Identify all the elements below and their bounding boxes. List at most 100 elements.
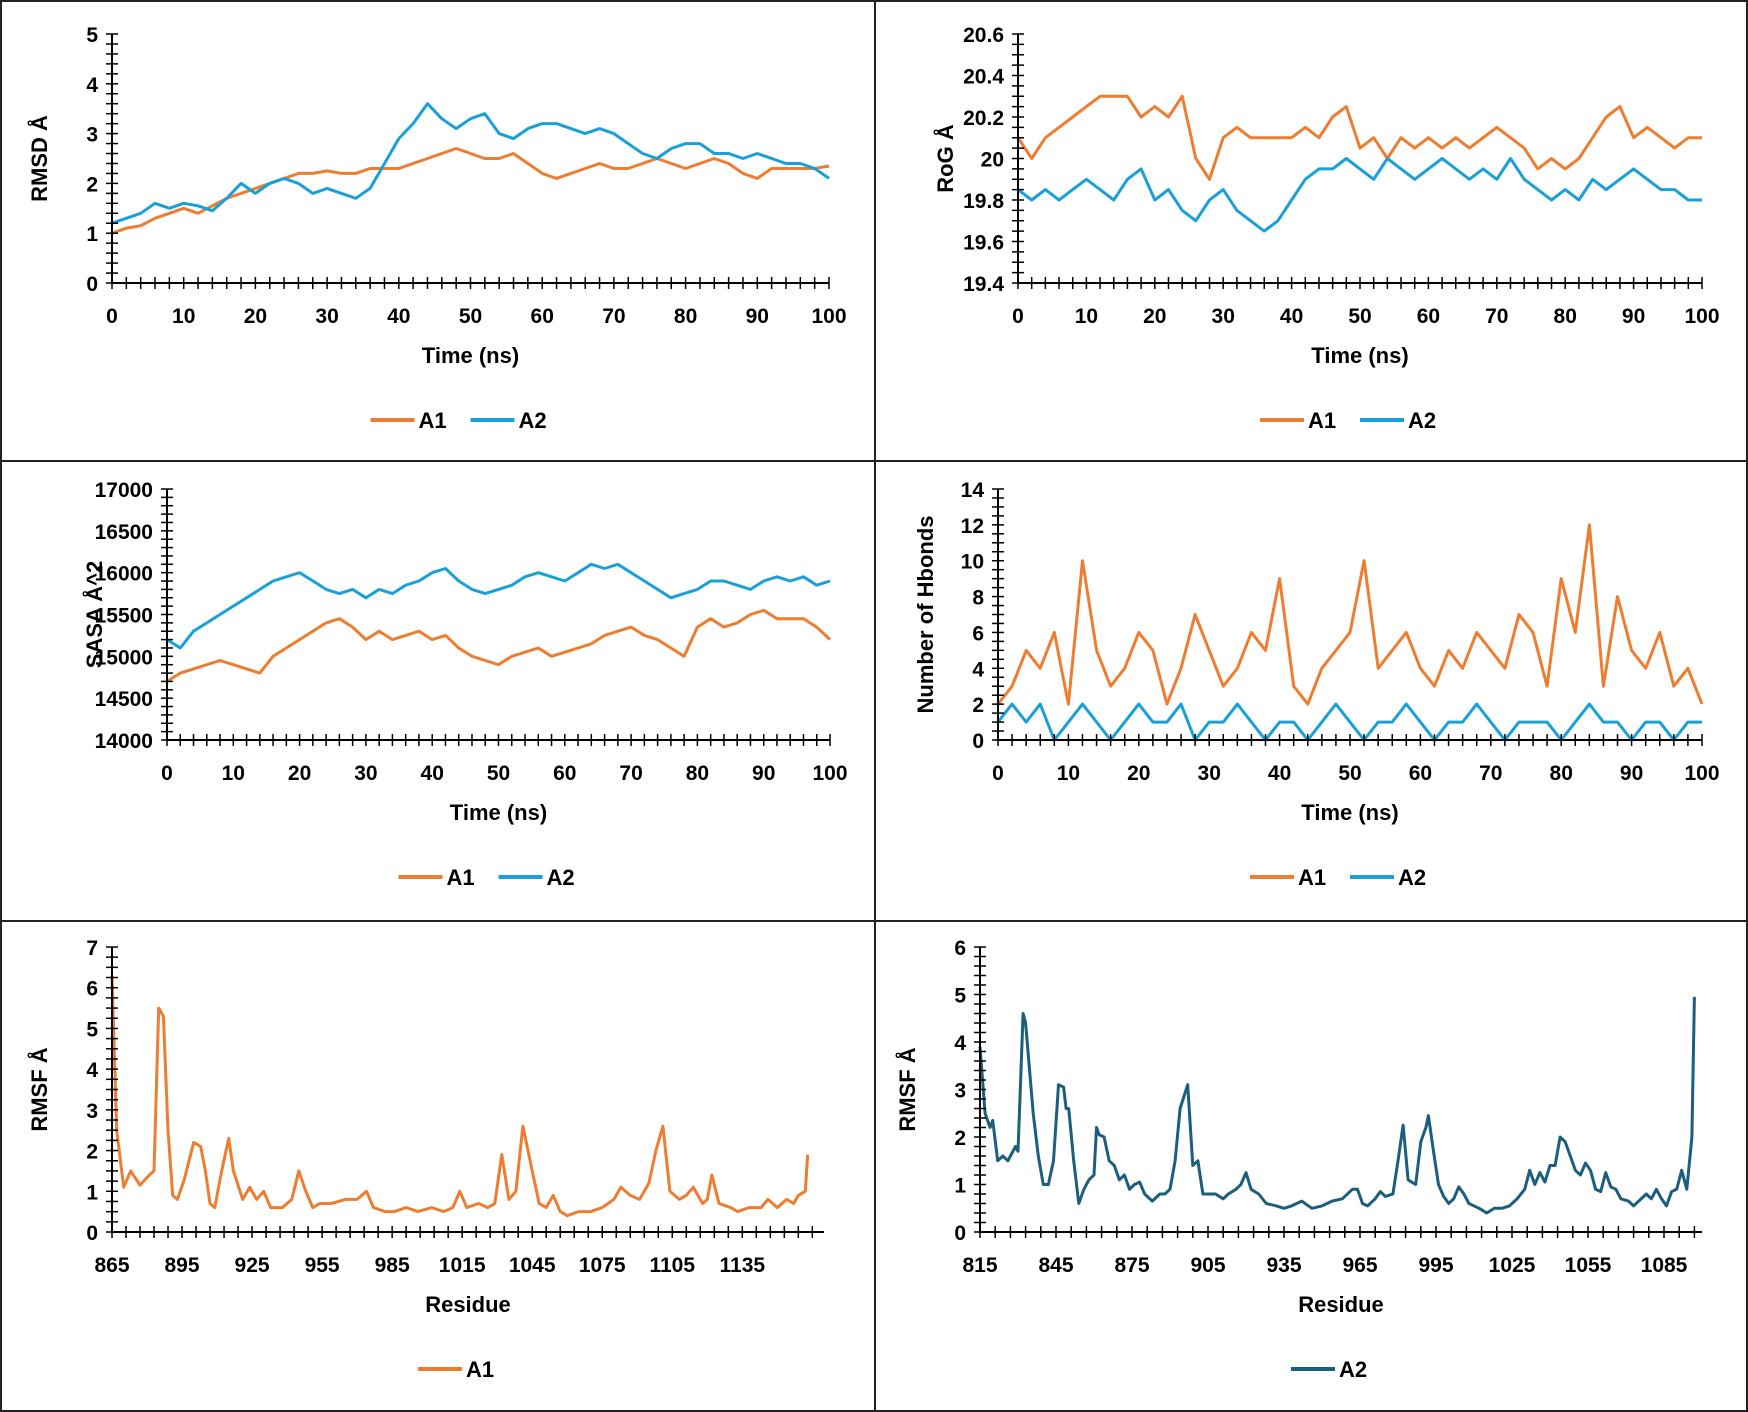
- x-tick-label: 90: [746, 305, 769, 328]
- x-tick-label: 60: [531, 305, 554, 328]
- y-axis-label: Number of Hbonds: [913, 516, 938, 714]
- y-tick-label: 0: [954, 1222, 966, 1245]
- panel-hbonds: 0 2 4 6 8 10 12 14 0 10 20 30 40 50 60 70 80 90 100 Time (n…: [874, 460, 1748, 922]
- x-tick-label: 955: [305, 1254, 340, 1277]
- y-axis-label: SASA Å^2: [81, 561, 107, 668]
- y-tick-label: 1: [86, 223, 98, 246]
- x-tick-label: 100: [812, 762, 847, 785]
- x-tick-label: 70: [1485, 305, 1508, 328]
- y-tick-label: 5: [86, 24, 98, 47]
- x-tick-label: 50: [487, 762, 510, 785]
- series-line-a2: [1017, 157, 1702, 233]
- y-tick-label: 16000: [95, 563, 153, 586]
- y-tick-label: 2: [954, 1127, 966, 1150]
- x-axis-label: Time (ns): [422, 343, 519, 368]
- legend-label-a1: A1: [1308, 408, 1336, 433]
- x-tick-label: 60: [1409, 762, 1432, 785]
- x-tick-label: 90: [752, 762, 775, 785]
- x-axis-label: Residue: [1298, 1292, 1384, 1317]
- x-tick-label: 50: [1348, 305, 1371, 328]
- series-line-a1: [111, 147, 830, 235]
- legend-label-a2: A2: [519, 408, 547, 433]
- chart-rog: 19.4 19.6 19.8 20 20.2 20.4 20.6 0 10 20 30 40 50 60 7…: [932, 24, 1720, 433]
- y-axis-label: RMSF Å: [26, 1047, 52, 1131]
- x-tick-label: 20: [1143, 305, 1166, 328]
- y-tick-label: 4: [86, 1059, 98, 1082]
- x-axis-label: Time (ns): [1311, 343, 1408, 368]
- x-tick-label: 40: [387, 305, 410, 328]
- legend-label-a1: A1: [419, 408, 447, 433]
- y-tick-label: 0: [972, 730, 984, 753]
- legend-label-a2: A2: [1398, 865, 1426, 890]
- x-tick-label: 865: [94, 1254, 129, 1277]
- series-line-a1: [110, 975, 810, 1218]
- y-tick-label: 20.2: [963, 107, 1004, 130]
- y-tick-label: 15500: [95, 605, 153, 628]
- x-tick-label: 905: [1190, 1254, 1225, 1277]
- x-tick-label: 70: [1479, 762, 1502, 785]
- x-tick-label: 70: [602, 305, 625, 328]
- x-tick-label: 875: [1114, 1254, 1149, 1277]
- y-tick-label: 3: [86, 1100, 98, 1123]
- y-axis-label: RMSF Å: [894, 1047, 920, 1131]
- chart-rmsf-a1: 0 1 2 3 4 5 6 7 865 895 925 955 985 1015 1045 1075 1105 1…: [26, 937, 824, 1382]
- y-tick-label: 20: [981, 149, 1004, 172]
- x-tick-label: 1135: [720, 1254, 766, 1277]
- y-tick-label: 6: [972, 622, 984, 645]
- y-tick-label: 14500: [95, 688, 153, 711]
- y-tick-label: 19.4: [963, 273, 1004, 296]
- series-line-a2: [166, 562, 831, 650]
- x-tick-label: 845: [1038, 1254, 1073, 1277]
- x-tick-label: 10: [172, 305, 195, 328]
- y-tick-label: 2: [86, 173, 98, 196]
- y-tick-label: 0: [86, 273, 98, 296]
- chart-rmsf-a2: 0 1 2 3 4 5 6 815 845 875 905 935 965 995 1025 1055 1085…: [894, 937, 1702, 1382]
- y-tick-label: 3: [86, 124, 98, 147]
- series-line-a2: [111, 102, 830, 225]
- x-tick-label: 80: [686, 762, 709, 785]
- x-tick-label: 20: [1127, 762, 1150, 785]
- y-tick-label: 6: [86, 978, 98, 1001]
- y-tick-label: 14000: [95, 730, 153, 753]
- y-tick-label: 4: [86, 74, 98, 97]
- x-tick-label: 100: [811, 305, 846, 328]
- panel-sasa: 14000 14500 15000 15500 16000 16500 17000 0 10 20…: [0, 460, 876, 922]
- y-tick-label: 14: [961, 479, 985, 502]
- x-tick-label: 40: [421, 762, 444, 785]
- panel-rmsd: 0 1 2 3 4 5 0 10 20 30 40 50 60 70 80 90 100 Time (ns) RMS…: [0, 0, 876, 462]
- x-tick-label: 60: [553, 762, 576, 785]
- y-tick-label: 2: [86, 1141, 98, 1164]
- series-line-a1: [166, 608, 832, 683]
- x-tick-label: 985: [375, 1254, 410, 1277]
- x-tick-label: 995: [1418, 1254, 1453, 1277]
- x-tick-label: 40: [1268, 762, 1291, 785]
- panel-rog: 19.4 19.6 19.8 20 20.2 20.4 20.6 0 10 20 30 40 50 60 7…: [874, 0, 1748, 462]
- series-line-a2: [978, 996, 1696, 1215]
- legend-label-a2: A2: [1339, 1357, 1367, 1382]
- x-tick-label: 1075: [579, 1254, 626, 1277]
- legend-label-a2: A2: [1408, 408, 1436, 433]
- chart-hbonds: 0 2 4 6 8 10 12 14 0 10 20 30 40 50 60 70 80 90 100 Time (n…: [913, 479, 1720, 890]
- x-tick-label: 40: [1280, 305, 1303, 328]
- x-tick-label: 70: [619, 762, 642, 785]
- series-line-a1: [996, 523, 1704, 706]
- x-tick-label: 50: [1338, 762, 1361, 785]
- x-tick-label: 20: [244, 305, 267, 328]
- x-tick-label: 80: [1550, 762, 1573, 785]
- y-tick-label: 19.8: [963, 190, 1004, 213]
- y-tick-label: 6: [954, 937, 966, 960]
- y-tick-label: 17000: [95, 479, 153, 502]
- y-tick-label: 12: [961, 515, 984, 538]
- y-axis-label: RMSD Å: [26, 115, 52, 202]
- x-tick-label: 1105: [649, 1254, 695, 1277]
- x-tick-label: 30: [1212, 305, 1235, 328]
- legend-label-a1: A1: [1298, 865, 1326, 890]
- y-tick-label: 16500: [95, 521, 153, 544]
- x-axis-label: Time (ns): [450, 800, 547, 825]
- x-tick-label: 30: [354, 762, 377, 785]
- y-tick-label: 0: [86, 1222, 98, 1245]
- x-tick-label: 925: [235, 1254, 270, 1277]
- y-tick-label: 20.6: [963, 24, 1004, 47]
- x-tick-label: 50: [459, 305, 482, 328]
